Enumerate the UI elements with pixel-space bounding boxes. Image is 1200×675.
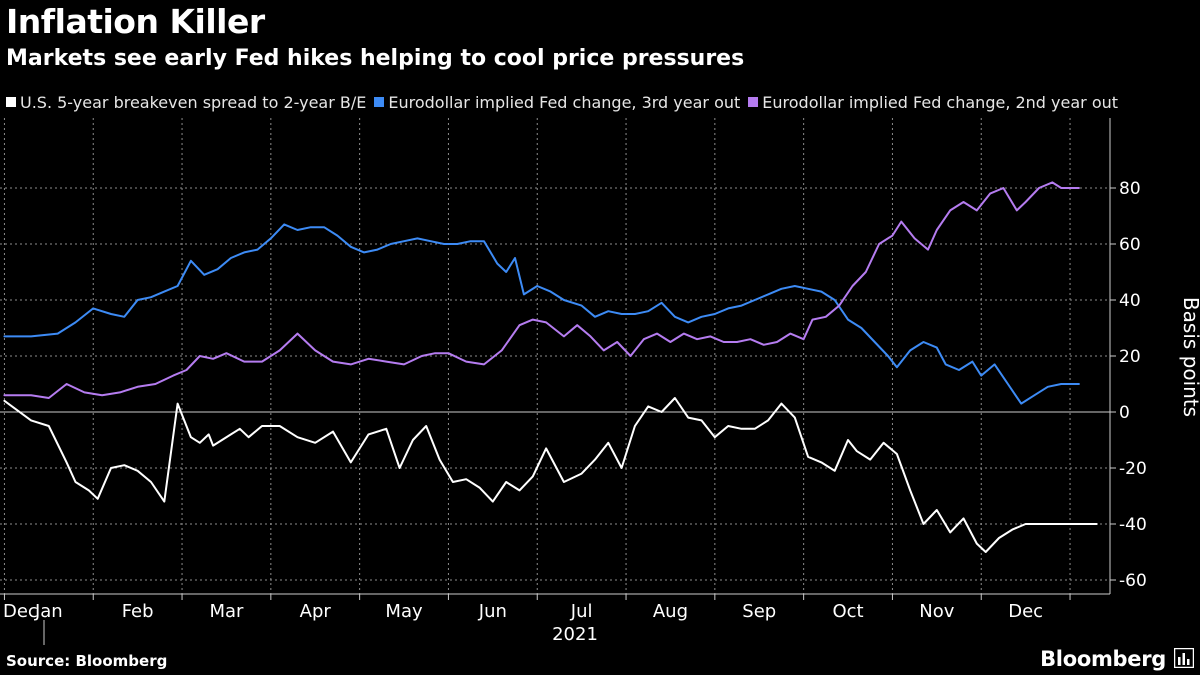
x-tick-label-jun: Jun: [478, 601, 507, 622]
y-tick-label: 80: [1119, 179, 1141, 199]
x-tick-label-dec: Dec: [3, 601, 38, 622]
bloomberg-terminal-icon: [1174, 648, 1194, 668]
chart-title: Inflation Killer: [6, 2, 265, 41]
legend-item-3rd-year: Eurodollar implied Fed change, 3rd year …: [374, 93, 740, 112]
x-tick-label-jan: Jan: [34, 601, 63, 622]
x-tick-label-feb: Feb: [122, 601, 154, 622]
x-tick-label-jul: Jul: [570, 601, 593, 622]
series-line-eurodollar-implied-fed-change-3rd-year-out: [3, 223, 1080, 405]
x-tick-label-aug: Aug: [653, 601, 688, 622]
x-tick-label-may: May: [385, 601, 423, 622]
y-tick-label: 40: [1119, 291, 1141, 311]
legend-label-2nd-year: Eurodollar implied Fed change, 2nd year …: [762, 92, 1119, 112]
y-tick-label: 0: [1119, 403, 1130, 423]
legend-swatch-breakeven: [6, 97, 16, 107]
y-tick-label: -40: [1119, 515, 1147, 535]
series-line-eurodollar-implied-fed-change-2nd-year-out: [3, 181, 1080, 399]
x-tick-label-dec: Dec: [1008, 601, 1043, 622]
legend-item-breakeven: U.S. 5-year breakeven spread to 2-year B…: [6, 93, 366, 112]
chart-subtitle: Markets see early Fed hikes helping to c…: [6, 46, 745, 71]
legend: U.S. 5-year breakeven spread to 2-year B…: [6, 92, 1126, 112]
source-note: Source: Bloomberg: [6, 652, 168, 670]
y-tick-label: 60: [1119, 235, 1141, 255]
grid: [0, 118, 1110, 594]
y-axis-label: Basis points: [1179, 297, 1200, 417]
legend-swatch-2nd-year: [748, 97, 759, 107]
series-line-u-s-5-year-breakeven-spread-to-2-year-b-e: [3, 397, 1098, 553]
legend-label-3rd-year: Eurodollar implied Fed change, 3rd year …: [388, 92, 741, 112]
x-tick-label-sep: Sep: [742, 601, 776, 622]
y-tick-label: -20: [1119, 459, 1147, 479]
x-tick-label-oct: Oct: [832, 601, 863, 622]
legend-item-2nd-year: Eurodollar implied Fed change, 2nd year …: [748, 93, 1118, 112]
y-tick-label: 20: [1119, 347, 1141, 367]
x-tick-label-mar: Mar: [209, 601, 244, 622]
x-axis-label: 2021: [552, 624, 598, 645]
y-tick-label: -60: [1119, 571, 1147, 591]
x-tick-label-apr: Apr: [300, 601, 332, 622]
series-lines: [3, 181, 1098, 553]
legend-label-breakeven: U.S. 5-year breakeven spread to 2-year B…: [20, 92, 367, 112]
legend-swatch-3rd-year: [374, 97, 385, 107]
brand-logo: Bloomberg: [1040, 647, 1166, 671]
x-tick-label-nov: Nov: [919, 601, 954, 622]
